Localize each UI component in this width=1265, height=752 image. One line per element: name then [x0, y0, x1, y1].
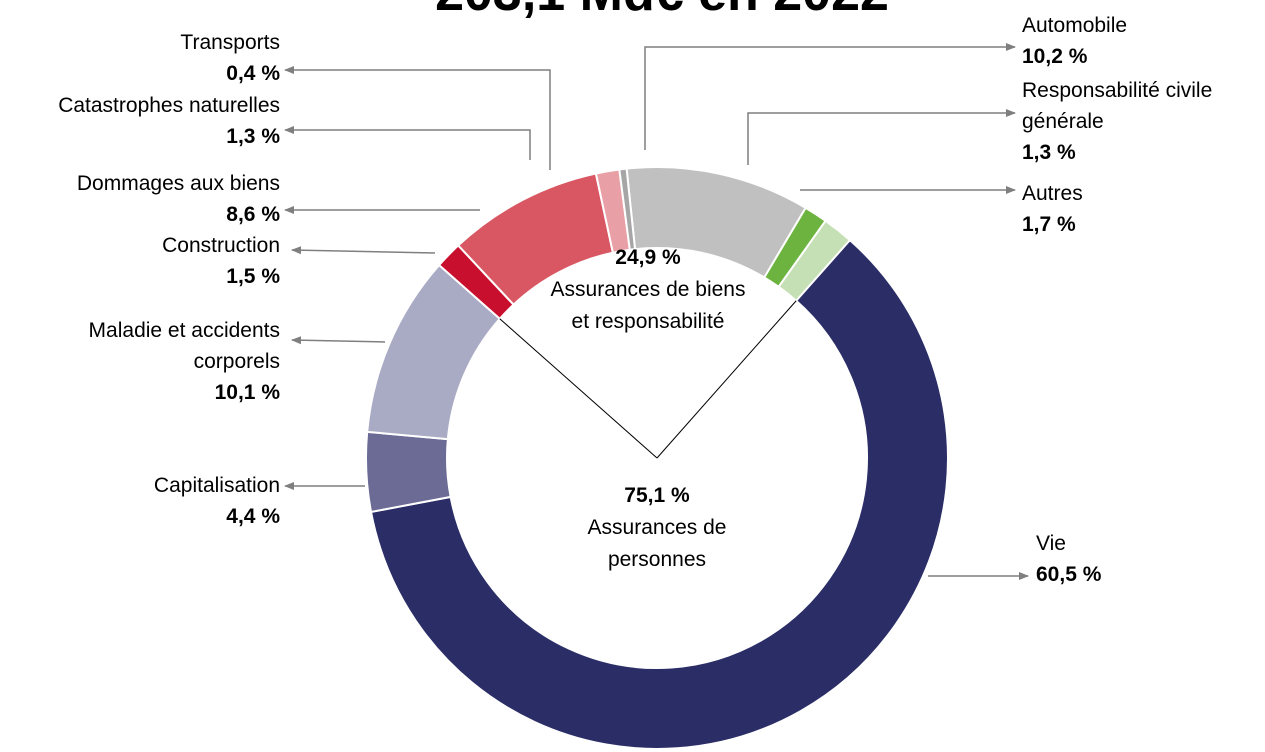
leader-arrow [747, 109, 1016, 165]
leader-arrow [291, 336, 386, 345]
category-name: Catastrophes naturelles [58, 94, 280, 117]
value-label: 8,6 % [226, 203, 280, 226]
category-name: Construction [162, 234, 280, 257]
leader-arrow [284, 66, 551, 170]
category-name: Vie [1036, 532, 1066, 555]
segment-label: Vie 60,5 % [1036, 528, 1265, 590]
category-name: Autres [1022, 182, 1083, 205]
category-name: Capitalisation [153, 474, 280, 497]
segment-label: Construction 1,5 % [0, 230, 280, 292]
donut-segment [369, 238, 949, 750]
leader-arrow [644, 43, 1016, 150]
category-name: Transports [180, 31, 280, 54]
category-name: Automobile [1022, 14, 1128, 37]
value-label: 1,3 % [226, 125, 280, 148]
value-label: 4,4 % [226, 505, 280, 528]
segment-label: Maladie et accidents corporels 10,1 % [30, 315, 280, 408]
donut-segment [365, 430, 452, 514]
segment-label: Catastrophes naturelles 1,3 % [0, 90, 280, 152]
value-label: 10,1 % [214, 381, 280, 404]
category-name: Maladie et accidents corporels [88, 319, 280, 373]
segment-label: Dommages aux biens 8,6 % [0, 168, 280, 230]
group-name: Assurances de biens et responsabilité [550, 278, 746, 333]
leader-arrow [291, 246, 436, 255]
category-name: Dommages aux biens [76, 172, 280, 195]
category-name: Responsabilité civile générale [1022, 79, 1213, 133]
segment-label: Transports 0,4 % [0, 27, 280, 89]
segment-label: Autres 1,7 % [1022, 178, 1265, 240]
group-divider [499, 318, 658, 459]
group-value: 24,9 % [615, 246, 681, 269]
group-name: Assurances de personnes [587, 516, 727, 571]
value-label: 1,7 % [1022, 213, 1076, 236]
segment-label: Responsabilité civile générale 1,3 % [1022, 75, 1265, 168]
leader-arrow [284, 126, 531, 160]
value-label: 1,3 % [1022, 141, 1076, 164]
value-label: 10,2 % [1022, 45, 1088, 68]
segment-label: Capitalisation 4,4 % [0, 470, 280, 532]
group-value: 75,1 % [624, 484, 690, 507]
segment-label: Automobile 10,2 % [1022, 10, 1265, 72]
value-label: 60,5 % [1036, 563, 1102, 586]
value-label: 0,4 % [226, 62, 280, 85]
donut-segment [618, 167, 637, 251]
group-divider [656, 300, 797, 459]
chart-title: 203,1 Md€ en 2022 [435, 0, 889, 22]
value-label: 1,5 % [226, 265, 280, 288]
